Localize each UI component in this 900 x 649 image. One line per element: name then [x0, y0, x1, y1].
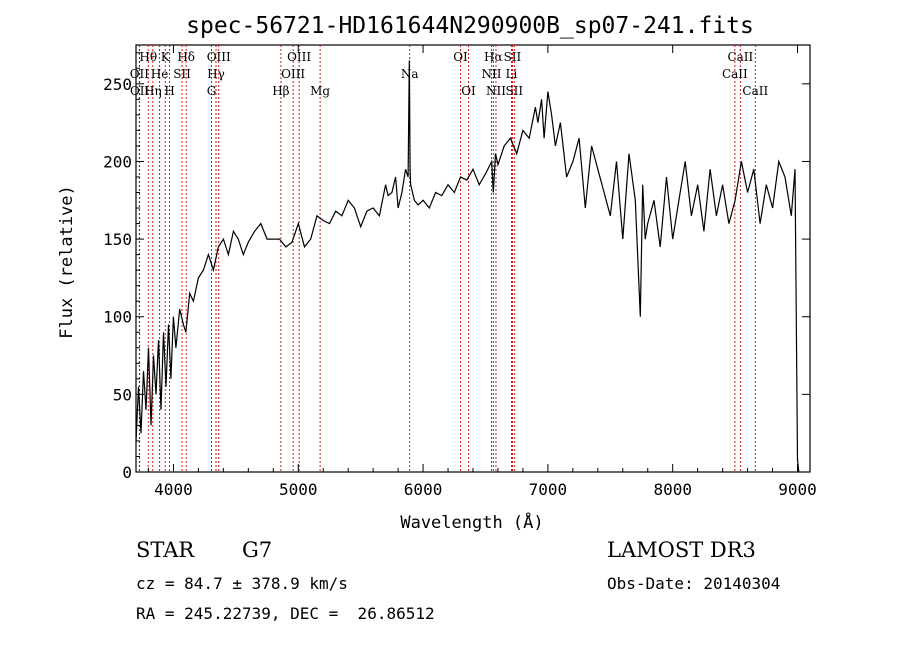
emission-line-label: SII [504, 50, 522, 64]
emission-line-label: H [164, 84, 174, 98]
x-tick-label: 4000 [154, 480, 193, 499]
emission-line-label: OIII [207, 50, 231, 64]
y-tick-label: 100 [103, 308, 132, 327]
emission-line-markers [138, 45, 756, 472]
emission-line-label: K [161, 50, 171, 64]
y-tick-label: 50 [113, 385, 132, 404]
y-tick-label: 150 [103, 230, 132, 249]
y-tick-label: 200 [103, 152, 132, 171]
spectrum-line [135, 60, 800, 473]
x-axis: 4000 5000 6000 7000 8000 9000 [147, 45, 817, 499]
y-tick-label: 250 [103, 75, 132, 94]
emission-line-label: Hγ [207, 67, 225, 81]
emission-line-label: OIII [281, 67, 305, 81]
emission-line-label: Hη [144, 84, 162, 98]
x-tick-label: 6000 [404, 480, 443, 499]
emission-line-label: OII [130, 84, 150, 98]
object-class: STAR [136, 538, 195, 562]
emission-line-label: SII [505, 84, 523, 98]
emission-line-label: CaII [727, 50, 753, 64]
emission-line-label: OII [130, 67, 150, 81]
emission-line-label: Hα [484, 50, 503, 64]
emission-line-label: NII [481, 67, 501, 81]
chart-title: spec-56721-HD161644N290900B_sp07-241.fit… [186, 13, 754, 39]
x-axis-label: Wavelength (Å) [400, 511, 543, 533]
emission-line-label: Li [506, 67, 518, 81]
emission-line-label: He [151, 67, 169, 81]
obs-date-text: Obs-Date: 20140304 [607, 574, 781, 593]
x-tick-label: 5000 [279, 480, 318, 499]
emission-line-label: Hθ [139, 50, 157, 64]
emission-line-label: Mg [310, 84, 330, 98]
plot-frame [135, 44, 811, 473]
x-tick-label: 8000 [653, 480, 692, 499]
emission-line-label: OI [461, 84, 476, 98]
y-axis-label: Flux (relative) [57, 185, 77, 339]
emission-line-label: G [207, 84, 217, 98]
emission-line-label: OI [453, 50, 468, 64]
emission-line-label: OIII [287, 50, 311, 64]
object-subclass: G7 [242, 538, 273, 562]
coordinates-text: RA = 245.22739, DEC = 26.86512 [136, 604, 435, 623]
emission-line-label: NII [486, 84, 506, 98]
emission-line-label: Hβ [272, 84, 289, 98]
emission-line-label: Hδ [177, 50, 195, 64]
survey-name: LAMOST DR3 [607, 538, 756, 562]
y-axis: 0 50 100 150 200 250 [103, 52, 810, 482]
x-tick-label: 9000 [778, 480, 817, 499]
emission-line-label: CaII [742, 84, 768, 98]
emission-line-label: SII [173, 67, 191, 81]
x-tick-label: 7000 [529, 480, 568, 499]
emission-line-label: CaII [722, 67, 748, 81]
y-tick-label: 0 [122, 463, 132, 482]
redshift-text: cz = 84.7 ± 378.9 km/s [136, 574, 348, 593]
